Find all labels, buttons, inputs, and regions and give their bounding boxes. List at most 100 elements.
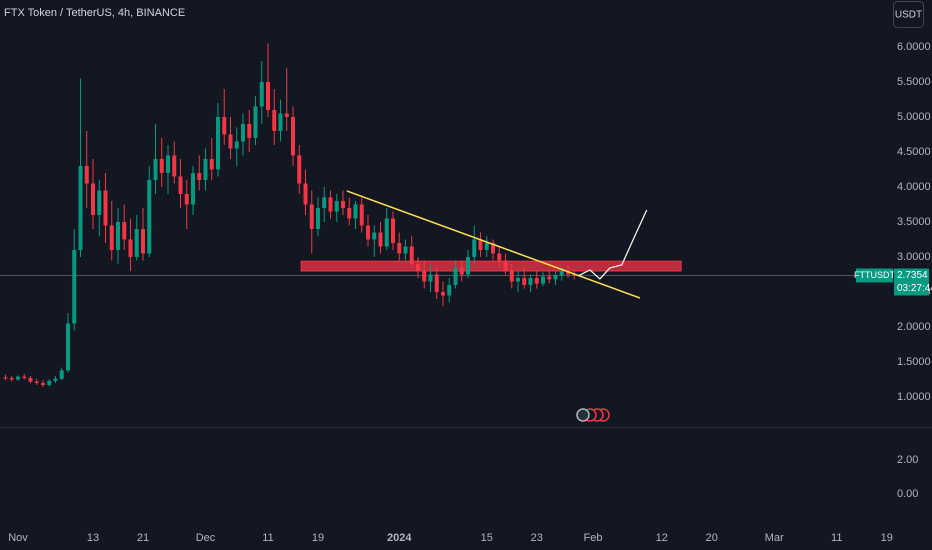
event-icon[interactable] bbox=[576, 408, 590, 422]
y-tick-label: 0.00 bbox=[897, 488, 918, 500]
candle-body bbox=[234, 141, 239, 149]
x-tick-label: 20 bbox=[706, 532, 718, 544]
y-tick-label: 2.0000 bbox=[897, 321, 931, 333]
candle-body bbox=[159, 158, 164, 173]
candle-body bbox=[116, 221, 120, 250]
candle-body bbox=[516, 277, 520, 282]
candle-body bbox=[109, 225, 114, 250]
candle-body bbox=[178, 176, 183, 194]
candle-body bbox=[28, 378, 33, 382]
candle-body bbox=[347, 207, 352, 219]
y-tick-label: 5.5000 bbox=[897, 76, 931, 88]
candle-body bbox=[447, 284, 452, 296]
candle-body bbox=[141, 228, 145, 254]
resistance-zone bbox=[300, 260, 682, 272]
x-tick-label: 13 bbox=[87, 532, 99, 544]
candle-body bbox=[47, 380, 52, 386]
candle-body bbox=[466, 256, 470, 275]
candle-body bbox=[209, 158, 214, 170]
candle-body bbox=[422, 270, 427, 282]
candle-body bbox=[509, 270, 514, 282]
candle-body bbox=[416, 263, 420, 271]
candle-body bbox=[309, 204, 314, 229]
candle-body bbox=[428, 274, 433, 282]
candle-body bbox=[547, 276, 552, 280]
candle-body bbox=[459, 267, 464, 275]
candle-body bbox=[216, 116, 220, 170]
candle-body bbox=[503, 260, 508, 271]
candle-body bbox=[303, 183, 308, 205]
candle-body bbox=[322, 197, 327, 208]
candle-body bbox=[372, 232, 377, 240]
currency-button-label[interactable]: USDT bbox=[895, 10, 922, 21]
y-tick-label: 2.00 bbox=[897, 454, 918, 466]
candle-body bbox=[222, 116, 227, 135]
candle-body bbox=[528, 277, 533, 285]
symbol-tag bbox=[856, 268, 893, 283]
candle-body bbox=[559, 270, 564, 276]
candle-body bbox=[566, 270, 570, 275]
candle-body bbox=[166, 155, 170, 173]
candle-body bbox=[478, 239, 483, 250]
candle-body bbox=[434, 274, 439, 292]
x-tick-label: Feb bbox=[584, 532, 603, 544]
candle-body bbox=[78, 165, 83, 250]
candle-body bbox=[353, 204, 358, 219]
candle-body bbox=[66, 323, 70, 371]
x-tick-label: Mar bbox=[765, 532, 784, 544]
candle-body bbox=[297, 155, 302, 184]
candle-body bbox=[441, 291, 445, 296]
candle-body bbox=[184, 193, 189, 205]
candle-body bbox=[491, 242, 495, 254]
candle-body bbox=[16, 376, 20, 380]
x-tick-label: 23 bbox=[531, 532, 543, 544]
x-tick-label: 15 bbox=[481, 532, 493, 544]
y-tick-label: 1.5000 bbox=[897, 356, 931, 368]
candle-body bbox=[128, 239, 133, 257]
x-tick-label: 19 bbox=[881, 532, 893, 544]
y-tick-label: 3.5000 bbox=[897, 216, 931, 228]
candle-body bbox=[153, 158, 158, 180]
candle-body bbox=[453, 267, 458, 285]
x-tick-label: Nov bbox=[8, 532, 28, 544]
candle-body bbox=[397, 242, 402, 254]
candle-body bbox=[84, 165, 89, 184]
candle-body bbox=[122, 221, 127, 240]
candle-body bbox=[472, 239, 477, 257]
candle-body bbox=[359, 204, 364, 226]
candle-body bbox=[259, 81, 264, 107]
plot-area bbox=[0, 43, 855, 388]
x-tick-label: 2024 bbox=[387, 532, 412, 544]
candle-body bbox=[41, 382, 45, 386]
candle-body bbox=[191, 172, 195, 205]
x-tick-label: 19 bbox=[312, 532, 324, 544]
countdown-label: 03:27:44 bbox=[897, 283, 932, 294]
symbol-title: FTX Token / TetherUS, 4h, BINANCE bbox=[4, 7, 185, 19]
candle-body bbox=[103, 190, 108, 226]
candle-body bbox=[378, 232, 383, 247]
currency-button[interactable] bbox=[893, 1, 924, 28]
candle-body bbox=[334, 200, 339, 212]
x-tick-label: 12 bbox=[656, 532, 668, 544]
candle-body bbox=[484, 242, 489, 250]
candle-body bbox=[291, 116, 295, 156]
price-tag-label: 2.7354 bbox=[897, 270, 928, 281]
candle-body bbox=[391, 218, 395, 243]
candle-body bbox=[3, 377, 8, 379]
y-tick-label: 6.0000 bbox=[897, 41, 931, 53]
y-tick-label: 4.0000 bbox=[897, 181, 931, 193]
candle-body bbox=[253, 106, 258, 138]
x-tick-label: 11 bbox=[262, 532, 273, 544]
price-tag bbox=[894, 268, 929, 296]
trendline bbox=[346, 190, 641, 299]
y-tick-label: 4.5000 bbox=[897, 146, 931, 158]
candle-body bbox=[278, 113, 283, 131]
candle-body bbox=[34, 381, 39, 383]
candle-body bbox=[384, 218, 389, 247]
candle-body bbox=[197, 172, 202, 180]
candle-body bbox=[53, 378, 58, 381]
candle-body bbox=[316, 207, 320, 229]
event-icons bbox=[576, 408, 610, 422]
